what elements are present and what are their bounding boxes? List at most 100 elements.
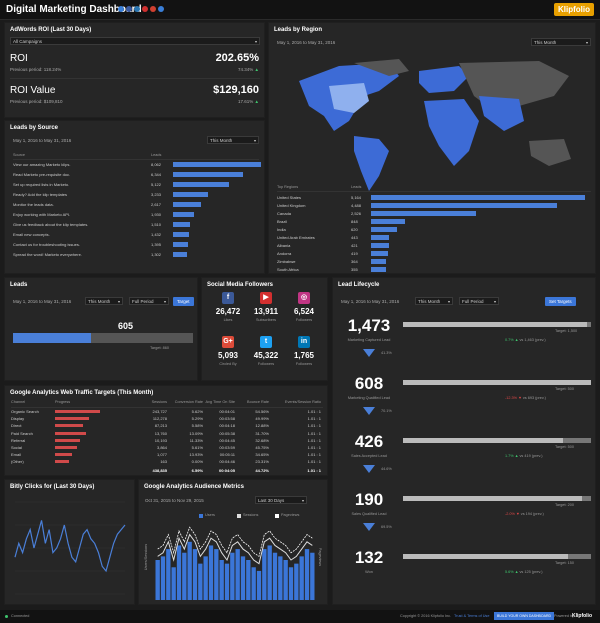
mode-select[interactable]: Full Period [459,297,499,305]
region-row[interactable]: United Kingdom 4,488 [277,202,593,209]
source-row[interactable]: Monitor the leads data. 2,617 [13,201,263,208]
google-plus-icon[interactable] [150,6,156,12]
table-row[interactable]: Paid Search 13,760 13.09% 00:05:38 31.70% 1.0… [11,431,323,438]
source-value: 5,122 [151,182,162,187]
users-bar [304,549,310,600]
table-row[interactable]: Social 3,864 5.61% 00:03:59 45.75% 1.01 : 1 [11,445,323,452]
linkedin-icon[interactable]: in [298,336,310,348]
source-row[interactable]: Ready? Add the klip templates 3,233 [13,191,263,198]
stage-progress-track [403,554,591,559]
table-cell: 5.58% [191,423,203,429]
source-row[interactable]: Give us feedback about the klip template… [13,221,263,228]
region-row[interactable]: South Africa 355 [277,266,593,273]
source-value: 1,302 [151,252,162,257]
users-bar [288,567,294,600]
table-cell: 163 [160,459,167,465]
stage-change-pct: 0.7% ▲ [505,338,519,342]
twitter-icon[interactable]: t [260,336,272,348]
users-bar [278,556,283,600]
y-axis-right-label: Pageviews [318,547,323,567]
leads-by-region-panel: Leads by Region May 1, 2016 to May 31, 2… [268,22,596,274]
source-row[interactable]: Enjoy working with Marketo API. 1,930 [13,211,263,218]
table-row[interactable]: Referral 10,193 11.33% 00:04:45 32.68% 1.01 :… [11,438,323,445]
source-name: Read Marketo pre-requisite doc. [13,172,71,177]
source-value: 3,233 [151,192,162,197]
source-bar [173,182,230,187]
set-targets-button[interactable]: Set Targets [545,297,576,306]
conversion-arrow-icon [363,465,375,473]
table-cell: 1.01 : 1 [307,452,321,458]
youtube-icon[interactable]: ▶ [260,292,272,304]
table-row[interactable]: (Other) 163 0.00% 00:04:46 23.31% 1.01 : 1 [11,459,323,466]
social-label: Followers [295,318,313,322]
table-cell: 1.01 : 1 [307,416,321,422]
period-select[interactable]: This Month [85,297,123,305]
source-row[interactable]: View our amazing Marketo klips. 8,062 [13,161,263,168]
table-cell: 13.93% [189,452,203,458]
region-row[interactable]: India 620 [277,226,593,233]
social-value: 1,765 [293,351,315,360]
table-cell: 1.01 : 1 [307,459,321,465]
social-label: Likes [223,318,233,322]
source-row[interactable]: Spread the word! Marketo everywhere. 1,30… [13,251,263,258]
table-row[interactable]: Display 112,278 5.29% 00:03:58 49.99% 1.01 : … [11,416,323,423]
linkedin-icon[interactable] [134,6,140,12]
source-bar [173,162,261,167]
region-row[interactable]: United Arab Emirates 443 [277,234,593,241]
source-row[interactable]: Contact us for troubleshooting issues. 1,… [13,241,263,248]
build-dashboard-button[interactable]: BUILD YOUR OWN DASHBOARD [494,612,554,620]
facebook-icon[interactable] [126,6,132,12]
period-select[interactable]: This Month [207,136,259,144]
source-bar [173,212,195,217]
stage-change-pct: -2.0% ▼ [505,512,520,516]
table-row[interactable]: Direct 87,213 5.58% 00:04:18 12.88% 1.01 : 1 [11,423,323,430]
region-row[interactable]: Zimbabwe 364 [277,258,593,265]
cell-channel: Organic Search [11,409,39,414]
mode-select[interactable]: Full Period [129,297,169,305]
region-row[interactable]: United States 5,164 [277,194,593,201]
table-row[interactable]: Email 1,077 13.93% 00:05:11 34.65% 1.01 : 1 [11,452,323,459]
audience-chart[interactable] [155,520,315,600]
region-name: Zimbabwe [277,259,296,264]
roi-previous: Previous period: 118.24% [10,67,62,72]
bitly-line-chart[interactable] [9,496,131,600]
source-row[interactable]: Email new concepts. 1,432 [13,231,263,238]
leads-panel: Leads May 1, 2016 to May 31, 2016 This M… [4,277,198,381]
region-row[interactable]: Brazil 848 [277,218,593,225]
target-button[interactable]: Target [173,297,194,306]
region-row[interactable]: Canada 2,526 [277,210,593,217]
source-value: 2,617 [151,202,162,207]
google-plus-icon[interactable]: G+ [222,336,234,348]
period-select[interactable]: This Month [531,38,591,46]
region-row[interactable]: Andorra 419 [277,250,593,257]
region-row[interactable]: Albania 421 [277,242,593,249]
period-select[interactable]: Last 30 Days [255,496,307,504]
conversion-rate: 69.5% [381,525,392,529]
source-name: Monitor the leads data. [13,202,54,207]
social-value: 45,322 [253,351,279,360]
terms-link[interactable]: Trust & Terms of Use [454,614,490,618]
period-select[interactable]: This Month [415,297,453,305]
world-map[interactable] [279,51,589,199]
stage-target: Target: 500 [555,445,574,449]
email-icon[interactable] [158,6,164,12]
cell-progress-bar [55,417,89,421]
table-cell: 1.01 : 1 [307,409,321,414]
cell-channel: Social [11,445,22,450]
twitter-icon[interactable] [118,6,124,12]
region-bar [371,267,386,272]
klipfolio-logo[interactable]: Klipfolio [554,3,594,16]
facebook-icon[interactable]: f [222,292,234,304]
table-row[interactable]: Organic Search 243,727 5.62% 00:04:01 54.56%… [11,409,323,416]
youtube-icon[interactable] [142,6,148,12]
social-label: Followers [257,362,275,366]
region-bar [371,211,476,216]
south-america [354,136,389,191]
africa [424,99,479,166]
source-row[interactable]: Read Marketo pre-requisite doc. 6,344 [13,171,263,178]
instagram-icon[interactable]: ◎ [298,292,310,304]
campaign-select[interactable]: All Campaigns [10,37,260,45]
users-bar [235,549,240,600]
footer-logo[interactable]: Klipfolio [572,613,592,619]
source-row[interactable]: Set up required lists in Marketo. 5,122 [13,181,263,188]
